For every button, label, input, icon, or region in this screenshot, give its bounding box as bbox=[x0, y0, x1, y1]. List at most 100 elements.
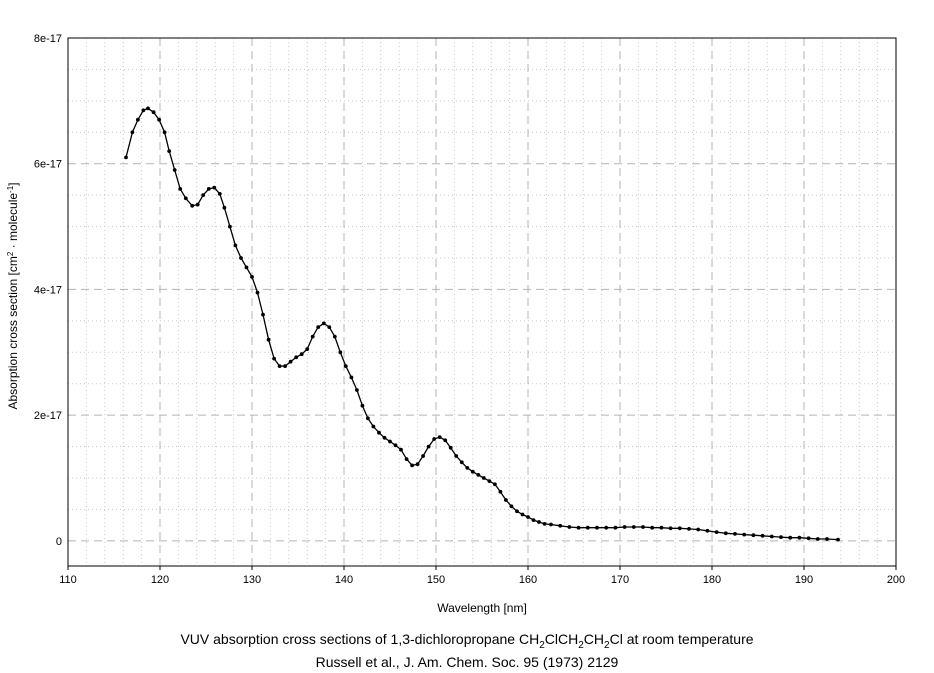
data-point bbox=[576, 525, 581, 530]
data-point bbox=[388, 439, 392, 444]
data-point bbox=[687, 527, 691, 531]
data-point bbox=[432, 437, 437, 441]
data-point bbox=[459, 460, 464, 465]
y-axis-title-part: ] bbox=[6, 182, 20, 185]
data-point bbox=[233, 243, 238, 248]
data-point bbox=[360, 403, 365, 408]
data-point bbox=[465, 466, 470, 470]
data-point bbox=[305, 347, 310, 351]
data-point bbox=[549, 522, 553, 527]
y-axis-title-sup: 2 bbox=[6, 251, 15, 256]
data-point bbox=[585, 525, 590, 530]
data-point bbox=[244, 265, 249, 270]
data-point bbox=[316, 325, 321, 329]
data-point bbox=[332, 334, 337, 339]
data-point bbox=[217, 192, 222, 196]
x-tick-label: 170 bbox=[611, 574, 629, 586]
data-point bbox=[266, 337, 271, 342]
data-point bbox=[172, 168, 177, 172]
data-point bbox=[742, 532, 747, 537]
series-line bbox=[125, 107, 839, 541]
data-point bbox=[393, 443, 398, 448]
x-tick-label: 110 bbox=[59, 574, 77, 586]
data-point bbox=[426, 444, 431, 449]
data-point bbox=[178, 187, 183, 191]
data-point bbox=[288, 359, 293, 364]
data-point bbox=[677, 526, 682, 531]
data-point bbox=[650, 525, 655, 530]
data-point bbox=[201, 193, 206, 198]
data-point bbox=[659, 525, 664, 530]
data-point bbox=[769, 534, 774, 539]
data-point bbox=[283, 364, 287, 368]
data-point bbox=[470, 469, 475, 474]
y-tick-label: 4e-17 bbox=[34, 284, 62, 296]
y-tick-label: 2e-17 bbox=[34, 410, 62, 422]
caption-reference: Russell et al., J. Am. Chem. Soc. 95 (19… bbox=[315, 654, 619, 670]
data-point bbox=[310, 334, 315, 339]
minor-gridlines bbox=[68, 38, 896, 566]
data-point bbox=[382, 435, 387, 440]
data-point bbox=[788, 535, 793, 540]
data-point bbox=[167, 149, 172, 154]
data-point bbox=[183, 196, 188, 201]
data-point bbox=[836, 537, 840, 542]
data-point bbox=[136, 117, 140, 122]
major-gridlines bbox=[68, 37, 896, 566]
data-point bbox=[487, 479, 492, 483]
y-axis-ticks: 0 2e-17 4e-17 6e-17 8e-17 bbox=[34, 33, 62, 548]
data-point bbox=[631, 525, 636, 529]
data-point bbox=[272, 356, 276, 361]
data-point bbox=[355, 388, 359, 392]
series-group bbox=[124, 106, 840, 542]
x-tick-label: 190 bbox=[795, 574, 813, 586]
data-point bbox=[377, 430, 381, 435]
data-point bbox=[162, 130, 167, 135]
data-point bbox=[531, 518, 536, 522]
data-point bbox=[349, 375, 354, 380]
data-point bbox=[723, 531, 728, 536]
data-point bbox=[404, 457, 409, 461]
x-tick-label: 130 bbox=[243, 574, 261, 586]
data-point bbox=[481, 476, 486, 480]
data-point bbox=[537, 520, 541, 524]
data-point bbox=[567, 525, 572, 529]
data-point bbox=[476, 473, 481, 477]
data-point bbox=[498, 489, 503, 494]
data-point bbox=[542, 522, 547, 526]
data-point bbox=[299, 352, 304, 357]
x-tick-label: 160 bbox=[519, 574, 537, 586]
data-point bbox=[779, 535, 783, 539]
data-point bbox=[797, 535, 802, 540]
data-point bbox=[255, 290, 260, 295]
y-tick-label: 8e-17 bbox=[34, 33, 62, 45]
data-point bbox=[146, 106, 150, 111]
y-axis-title: Absorption cross section [cm2 · molecule… bbox=[6, 182, 21, 409]
data-point bbox=[520, 512, 525, 517]
data-point bbox=[124, 155, 128, 160]
chart: 110 120 130 140 150 160 170 180 190 200 0 2e-17 4e-… bbox=[6, 33, 906, 615]
caption-title: VUV absorption cross sections of 1,3-dic… bbox=[180, 631, 754, 651]
y-tick-label: 0 bbox=[56, 536, 62, 548]
data-point bbox=[493, 482, 497, 487]
data-point bbox=[454, 454, 459, 458]
data-point bbox=[641, 525, 645, 529]
data-point bbox=[195, 202, 200, 207]
data-point bbox=[261, 312, 265, 317]
x-tick-label: 150 bbox=[427, 574, 445, 586]
data-point bbox=[509, 504, 514, 509]
data-point bbox=[277, 364, 282, 368]
data-point bbox=[595, 525, 599, 530]
data-point bbox=[415, 462, 420, 467]
data-point bbox=[294, 355, 299, 360]
data-point bbox=[410, 463, 414, 468]
data-point bbox=[421, 454, 425, 458]
x-tick-label: 140 bbox=[335, 574, 353, 586]
data-point bbox=[206, 187, 211, 191]
data-point bbox=[338, 350, 343, 355]
y-axis-title-part: Absorption cross section [cm bbox=[6, 256, 20, 409]
data-point bbox=[222, 205, 227, 210]
data-point bbox=[437, 435, 442, 439]
data-point bbox=[504, 498, 508, 502]
data-point bbox=[343, 364, 348, 368]
